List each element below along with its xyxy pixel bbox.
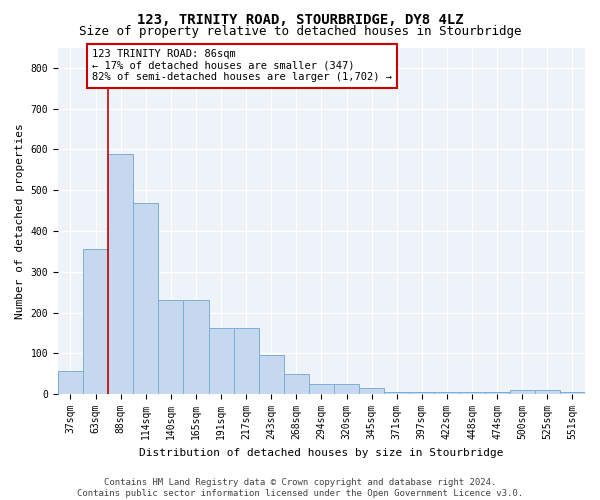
Bar bbox=[158, 300, 184, 394]
Text: Size of property relative to detached houses in Stourbridge: Size of property relative to detached ho… bbox=[79, 25, 521, 38]
Bar bbox=[284, 374, 309, 394]
Y-axis label: Number of detached properties: Number of detached properties bbox=[15, 123, 25, 318]
Bar bbox=[510, 390, 535, 394]
Bar bbox=[409, 392, 434, 394]
Bar bbox=[108, 154, 133, 394]
Bar bbox=[309, 384, 334, 394]
Bar bbox=[434, 392, 460, 394]
Bar bbox=[133, 204, 158, 394]
Bar bbox=[334, 384, 359, 394]
Text: Contains HM Land Registry data © Crown copyright and database right 2024.
Contai: Contains HM Land Registry data © Crown c… bbox=[77, 478, 523, 498]
Bar bbox=[535, 390, 560, 394]
X-axis label: Distribution of detached houses by size in Stourbridge: Distribution of detached houses by size … bbox=[139, 448, 504, 458]
Bar bbox=[259, 356, 284, 394]
Text: 123 TRINITY ROAD: 86sqm
← 17% of detached houses are smaller (347)
82% of semi-d: 123 TRINITY ROAD: 86sqm ← 17% of detache… bbox=[92, 49, 392, 82]
Bar bbox=[359, 388, 384, 394]
Bar bbox=[209, 328, 233, 394]
Bar bbox=[485, 392, 510, 394]
Bar bbox=[460, 392, 485, 394]
Text: 123, TRINITY ROAD, STOURBRIDGE, DY8 4LZ: 123, TRINITY ROAD, STOURBRIDGE, DY8 4LZ bbox=[137, 12, 463, 26]
Bar bbox=[58, 371, 83, 394]
Bar bbox=[560, 392, 585, 394]
Bar bbox=[233, 328, 259, 394]
Bar bbox=[83, 250, 108, 394]
Bar bbox=[184, 300, 209, 394]
Bar bbox=[384, 392, 409, 394]
